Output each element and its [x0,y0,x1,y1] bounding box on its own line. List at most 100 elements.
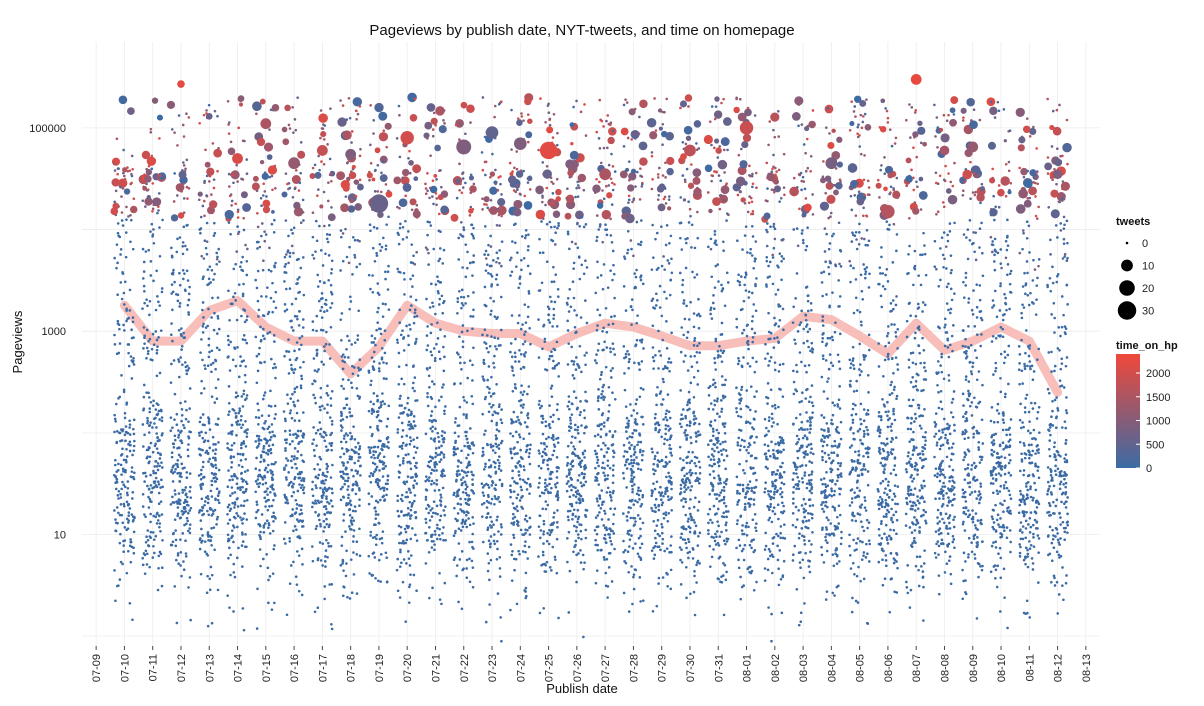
data-point [599,274,603,277]
data-point [582,272,586,276]
data-point [384,277,387,281]
data-point [379,174,388,182]
data-point [182,568,186,571]
data-point [396,205,399,209]
data-point [519,352,523,356]
data-point [132,515,135,519]
data-point [412,164,422,174]
data-point [481,375,485,378]
data-point [498,249,501,252]
data-point [441,262,445,265]
data-point [218,348,221,352]
data-point [553,555,557,559]
data-point [571,280,575,284]
data-point [267,444,271,447]
data-point [282,410,286,413]
data-point [582,567,585,571]
data-point [129,538,132,541]
data-point [155,348,159,352]
data-point [309,173,316,179]
data-point [575,525,578,529]
data-point [218,490,221,493]
data-point [545,453,548,457]
data-point [566,329,570,332]
data-point [255,503,259,506]
data-point [386,288,390,291]
data-point [117,397,120,400]
data-point [156,295,159,298]
data-point [459,295,463,299]
data-point [232,571,236,574]
data-point [495,557,499,561]
data-point [595,479,599,482]
data-point [670,487,673,491]
data-point [400,421,404,425]
data-point [189,506,193,510]
data-point [271,188,274,192]
data-point [494,411,498,415]
data-point [245,498,249,502]
data-point [500,439,504,443]
data-point [156,588,160,592]
data-point [376,399,379,403]
data-point [434,511,437,515]
data-point [549,473,552,476]
data-point [115,352,119,356]
data-point [354,445,357,449]
data-point [521,507,524,510]
data-point [370,412,374,415]
data-point [211,449,215,452]
data-point [612,347,615,351]
data-point [466,441,470,444]
data-point [542,519,546,523]
data-point [201,413,205,416]
data-point [254,415,258,419]
data-point [357,183,361,187]
data-point [549,415,553,419]
data-point [369,104,372,107]
data-point [409,491,412,494]
data-point [606,192,613,199]
data-point [202,316,205,319]
data-point [496,515,499,519]
data-point [206,452,210,456]
data-point [236,486,240,490]
data-point [283,309,287,313]
data-point [514,183,520,189]
data-point [619,170,628,179]
data-point [266,487,269,490]
data-point [436,512,439,516]
data-point [382,377,386,380]
data-point [431,425,435,429]
data-point [146,538,150,542]
data-point [204,148,207,152]
data-point [438,571,441,575]
data-point [453,431,457,435]
data-point [118,342,122,345]
data-point [453,531,457,535]
data-point [457,527,461,531]
data-point [117,462,120,466]
data-point [372,132,375,135]
data-point [208,457,211,461]
data-point [124,255,128,259]
data-point [265,295,268,298]
data-point [152,399,155,403]
data-point [242,228,246,232]
data-point [159,329,163,332]
data-point [262,557,265,561]
data-point [378,369,381,373]
data-point [204,161,211,168]
data-point [513,568,516,572]
data-point [523,354,526,358]
data-point [551,192,555,195]
data-point [546,463,549,467]
data-point [582,475,586,479]
data-point [493,542,497,546]
data-point [409,554,413,557]
data-point [409,517,412,520]
data-point [232,441,236,445]
data-point [407,334,410,338]
data-point [358,397,361,400]
data-point [412,573,416,577]
